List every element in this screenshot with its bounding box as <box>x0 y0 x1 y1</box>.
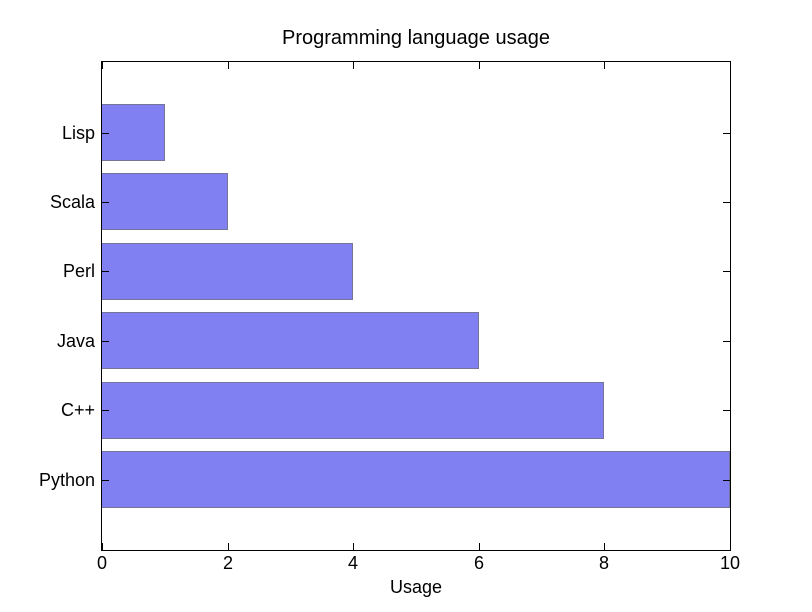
y-tick <box>723 410 730 411</box>
x-tick <box>228 62 229 69</box>
bar-lisp <box>102 104 165 161</box>
y-tick <box>102 341 109 342</box>
x-tick-label: 10 <box>719 553 741 573</box>
y-tick <box>723 133 730 134</box>
x-tick <box>604 543 605 550</box>
y-tick <box>723 480 730 481</box>
bar-perl <box>102 242 353 300</box>
x-tick <box>102 62 103 69</box>
y-tick <box>102 202 109 203</box>
y-tick <box>723 271 730 272</box>
bar-java <box>102 312 479 370</box>
y-tick-label: Lisp <box>61 122 95 143</box>
x-tick <box>353 62 354 69</box>
x-tick <box>730 543 731 550</box>
bar-python <box>102 451 730 508</box>
y-tick <box>102 410 109 411</box>
x-tick <box>228 543 229 550</box>
plot-area <box>101 61 731 551</box>
x-tick-label: 0 <box>96 553 108 573</box>
y-tick <box>102 480 109 481</box>
y-tick <box>102 271 109 272</box>
x-tick-label: 8 <box>598 553 610 573</box>
y-tick-label: Java <box>56 330 95 351</box>
x-tick <box>730 62 731 69</box>
x-tick-label: 2 <box>222 553 234 573</box>
x-tick-label: 6 <box>473 553 485 573</box>
x-axis-label: Usage <box>389 577 443 597</box>
y-tick <box>723 341 730 342</box>
chart-title: Programming language usage <box>282 27 550 49</box>
y-tick-label: Python <box>38 469 95 490</box>
y-tick <box>102 133 109 134</box>
y-tick <box>723 202 730 203</box>
x-tick-label: 4 <box>347 553 359 573</box>
x-tick <box>479 543 480 550</box>
x-tick <box>353 543 354 550</box>
x-tick <box>604 62 605 69</box>
x-tick <box>102 543 103 550</box>
y-tick-label: Scala <box>49 191 95 212</box>
bar-scala <box>102 173 228 231</box>
bar-c- <box>102 381 604 439</box>
x-tick <box>479 62 480 69</box>
y-tick-label: C++ <box>60 400 95 421</box>
y-tick-label: Perl <box>62 261 95 282</box>
